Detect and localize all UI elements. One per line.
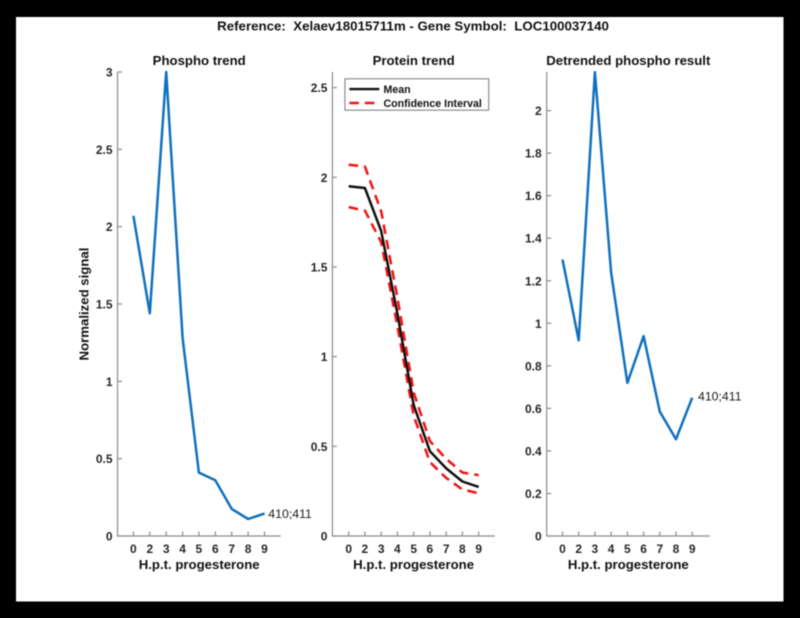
svg-text:0.2: 0.2: [525, 487, 542, 501]
svg-text:4: 4: [608, 542, 615, 556]
svg-text:3: 3: [106, 66, 113, 80]
svg-text:3: 3: [592, 542, 599, 556]
svg-text:0: 0: [559, 542, 566, 556]
svg-text:9: 9: [261, 542, 268, 556]
svg-text:410;411: 410;411: [268, 507, 312, 521]
svg-text:H.p.t. progesterone: H.p.t. progesterone: [139, 557, 260, 572]
svg-text:2: 2: [535, 104, 542, 118]
svg-text:410;411: 410;411: [698, 390, 742, 404]
svg-text:2.5: 2.5: [311, 81, 328, 95]
svg-text:1.2: 1.2: [525, 274, 542, 288]
svg-text:0.5: 0.5: [311, 440, 328, 454]
svg-text:8: 8: [459, 542, 466, 556]
svg-text:0: 0: [130, 542, 137, 556]
svg-text:Normalized signal: Normalized signal: [77, 248, 92, 361]
svg-text:H.p.t. progesterone: H.p.t. progesterone: [568, 557, 689, 572]
svg-text:3: 3: [163, 542, 170, 556]
svg-text:7: 7: [443, 542, 450, 556]
svg-text:7: 7: [656, 542, 663, 556]
svg-text:H.p.t. progesterone: H.p.t. progesterone: [353, 557, 474, 572]
svg-text:Reference: Xelaev18015711m -: Reference: Xelaev18015711m - Gene Symbol…: [217, 18, 609, 33]
svg-text:0.5: 0.5: [96, 452, 113, 466]
svg-text:6: 6: [427, 542, 434, 556]
svg-text:7: 7: [228, 542, 235, 556]
svg-text:9: 9: [689, 542, 696, 556]
svg-text:0: 0: [106, 530, 113, 544]
svg-text:Confidence Interval: Confidence Interval: [384, 98, 482, 110]
svg-text:2.5: 2.5: [96, 143, 113, 157]
svg-text:5: 5: [196, 542, 203, 556]
svg-text:Mean: Mean: [384, 84, 411, 96]
svg-text:5: 5: [410, 542, 417, 556]
svg-text:3: 3: [378, 542, 385, 556]
svg-text:1: 1: [106, 375, 113, 389]
svg-text:0.6: 0.6: [525, 402, 542, 416]
svg-text:1.5: 1.5: [311, 261, 328, 275]
svg-text:0: 0: [535, 530, 542, 544]
svg-text:1.5: 1.5: [96, 298, 113, 312]
svg-text:9: 9: [475, 542, 482, 556]
svg-text:1: 1: [321, 350, 328, 364]
svg-text:0: 0: [321, 530, 328, 544]
svg-text:2: 2: [146, 542, 153, 556]
svg-text:1.4: 1.4: [525, 232, 542, 246]
svg-text:2: 2: [362, 542, 369, 556]
svg-text:0.4: 0.4: [525, 444, 542, 458]
svg-text:4: 4: [179, 542, 186, 556]
svg-text:6: 6: [212, 542, 219, 556]
svg-text:8: 8: [673, 542, 680, 556]
svg-text:5: 5: [624, 542, 631, 556]
svg-text:Phospho trend: Phospho trend: [153, 53, 246, 68]
svg-text:2: 2: [106, 220, 113, 234]
svg-text:1: 1: [535, 317, 542, 331]
svg-text:2: 2: [575, 542, 582, 556]
svg-text:1.8: 1.8: [525, 147, 542, 161]
svg-text:Protein trend: Protein trend: [373, 53, 455, 68]
svg-text:2: 2: [321, 171, 328, 185]
svg-text:0: 0: [345, 542, 352, 556]
svg-text:1.6: 1.6: [525, 189, 542, 203]
svg-text:0.8: 0.8: [525, 359, 542, 373]
svg-text:8: 8: [245, 542, 252, 556]
svg-text:Detrended phospho result: Detrended phospho result: [546, 53, 711, 68]
svg-text:6: 6: [640, 542, 647, 556]
svg-text:4: 4: [394, 542, 401, 556]
